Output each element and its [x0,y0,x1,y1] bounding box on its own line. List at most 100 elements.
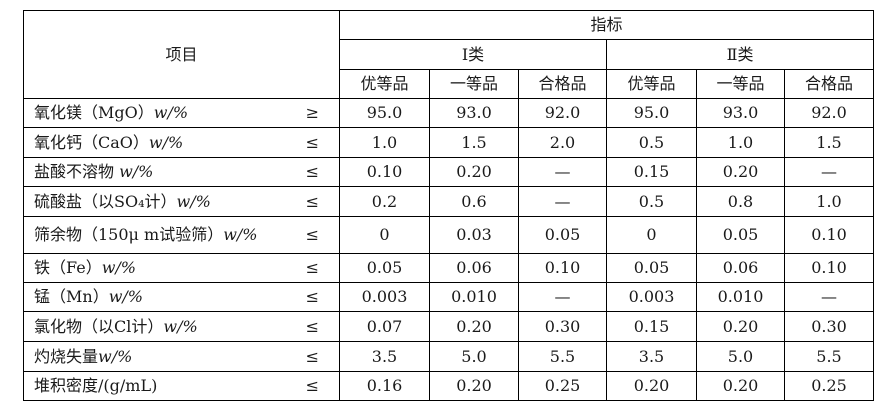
value-cell: 0.25 [783,371,875,401]
item-label: 氧化钙（CaO） [34,132,149,152]
item-label: 硫酸盐（以SO₄计） [34,191,177,211]
comparison-sign: ≥ [305,103,319,122]
item-unit: w/% [148,132,184,152]
value-cell: 0.10 [783,216,875,254]
item-unit: w/% [223,225,258,244]
value-cell: 0.03 [429,216,519,254]
grade-header: 优等品 [339,69,430,99]
item-header: 项目 [23,10,340,99]
value-cell: 0.20 [606,371,697,401]
comparison-sign: ≤ [305,376,319,395]
value-cell: 1.5 [783,127,875,158]
value-cell: 0 [606,216,697,254]
grade-header: 优等品 [606,69,697,99]
value-cell: 0.05 [696,216,785,254]
item-label: 铁（Fe） [34,258,102,277]
value-cell: 2.0 [518,127,607,158]
item-cell: 灼烧失量w/% ≤ [23,341,340,372]
value-cell: 0.5 [606,186,697,217]
value-cell: 0.20 [429,157,519,187]
value-cell: 0.2 [339,186,430,217]
value-cell: 0.010 [429,282,519,312]
value-cell: 92.0 [518,98,607,128]
value-cell: 1.0 [696,127,785,158]
comparison-sign: ≤ [305,346,319,366]
value-cell: 93.0 [696,98,785,128]
comparison-sign: ≤ [305,316,319,336]
table-row: 氧化镁（MgO）w/% ≥95.0 93.0 92.0 95.0 93.0 92.0 [23,98,875,128]
item-cell: 堆积密度/(g/mL) ≤ [23,371,340,401]
table-row: 灼烧失量w/% ≤3.5 5.0 5.5 3.5 5.0 5.5 [23,341,875,372]
item-cell: 硫酸盐（以SO₄计）w/% ≤ [23,186,340,217]
item-label: 筛余物（150μ m试验筛） [34,225,224,244]
value-cell: 0.20 [429,311,519,342]
value-cell: 0 [339,216,430,254]
item-cell: 氯化物（以Cl计）w/% ≤ [23,311,340,342]
value-cell: 0.05 [339,253,430,283]
table-row: 氧化钙（CaO）w/% ≤1.0 1.5 2.0 0.5 1.0 1.5 [23,127,875,158]
comparison-sign: ≤ [305,225,319,244]
item-unit: w/% [153,103,189,122]
item-label: 灼烧失量 [34,346,99,366]
grade-header: 一等品 [696,69,785,99]
item-label: 氧化镁（MgO） [34,103,154,122]
specification-table: 项目 指标 Ⅰ类 Ⅱ类 优等品 一等品 合格品 优等品 一等品 合格品 氧化镁（… [23,10,875,401]
value-cell: 0.06 [429,253,519,283]
value-cell: 0.06 [696,253,785,283]
grade-header: 合格品 [518,69,607,99]
value-cell: 0.20 [696,371,785,401]
value-cell: 0.20 [696,311,785,342]
value-cell: 0.07 [339,311,430,342]
value-cell: 0.10 [783,253,875,283]
item-cell: 盐酸不溶物 w/% ≤ [23,157,340,187]
comparison-sign: ≤ [305,191,319,211]
value-cell: 5.0 [429,341,519,372]
value-cell: 0.5 [606,127,697,158]
value-cell: 1.0 [783,186,875,217]
value-cell: — [518,157,607,187]
item-label: 锰（Mn） [34,287,109,306]
value-cell: 0.003 [339,282,430,312]
value-cell: 0.003 [606,282,697,312]
value-cell: 0.30 [518,311,607,342]
value-cell: 0.25 [518,371,607,401]
item-unit: w/% [108,287,143,306]
value-cell: 0.6 [429,186,519,217]
value-cell: 0.30 [783,311,875,342]
class-1-header: Ⅰ类 [339,39,607,70]
value-cell: 0.05 [518,216,607,254]
value-cell: 92.0 [783,98,875,128]
value-cell: 0.05 [606,253,697,283]
value-cell: 0.010 [696,282,785,312]
table-row: 堆积密度/(g/mL) ≤0.16 0.20 0.25 0.20 0.20 0.25 [23,371,875,401]
table-row: 硫酸盐（以SO₄计）w/% ≤0.2 0.6—0.5 0.8 1.0 [23,186,875,217]
value-cell: 0.10 [518,253,607,283]
value-cell: 5.5 [518,341,607,372]
indicator-header: 指标 [338,10,875,40]
table-row: 盐酸不溶物 w/% ≤0.10 0.20—0.15 0.20— [23,157,875,187]
item-label: 盐酸不溶物 [34,162,120,181]
value-cell: 1.0 [339,127,430,158]
value-cell: 0.10 [339,157,430,187]
table-row: 锰（Mn）w/% ≤0.003 0.010—0.003 0.010— [23,282,875,312]
item-cell: 铁（Fe）w/% ≤ [23,253,340,283]
value-cell: 5.5 [783,341,875,372]
value-cell: 5.0 [696,341,785,372]
value-cell: 95.0 [339,98,430,128]
comparison-sign: ≤ [305,258,319,277]
table-row: 铁（Fe）w/% ≤0.05 0.06 0.10 0.05 0.06 0.10 [23,253,875,283]
value-cell: 0.20 [696,157,785,187]
table-row: 筛余物（150μ m试验筛）w/% ≤0 0.03 0.05 0 0.05 0.10 [23,216,875,254]
value-cell: — [783,157,875,187]
value-cell: 0.20 [429,371,519,401]
item-unit: w/% [101,258,136,277]
item-unit: w/% [176,191,211,211]
item-cell: 氧化镁（MgO）w/% ≥ [23,98,340,128]
grade-header: 合格品 [783,69,875,99]
value-cell: 0.16 [339,371,430,401]
item-unit: w/% [98,346,133,366]
value-cell: 3.5 [339,341,430,372]
item-cell: 氧化钙（CaO）w/% ≤ [23,127,340,158]
value-cell: — [518,186,607,217]
value-cell: 1.5 [429,127,519,158]
